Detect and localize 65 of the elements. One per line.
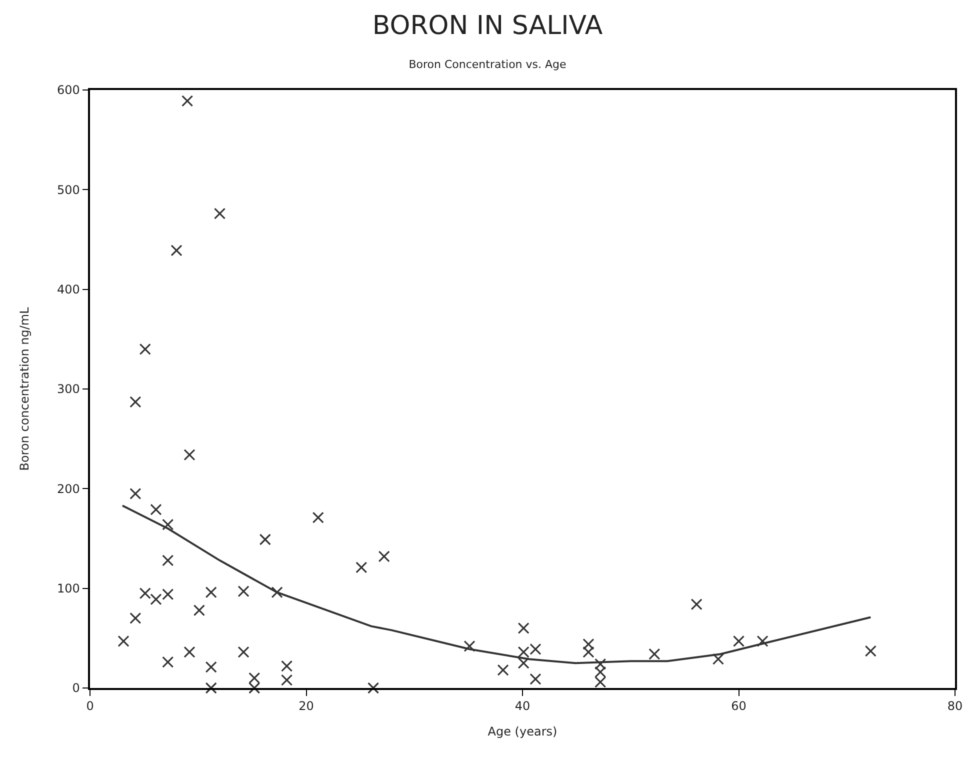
point [248,672,260,684]
point [182,95,194,107]
point [594,676,606,688]
point [205,682,217,694]
point [162,588,174,600]
x-tick-label: 0 [86,699,94,714]
point [280,660,293,672]
x-axis-title: Age (years) [488,724,558,739]
x-tick-label: 80 [947,699,963,714]
point [582,646,594,658]
point [378,550,390,562]
point [139,343,151,355]
point [756,635,768,647]
point [139,588,151,600]
point [238,646,250,658]
point [130,488,142,500]
x-tick-label: 20 [298,699,314,714]
point [356,562,368,574]
point [184,448,196,461]
point [205,661,217,673]
point [214,208,226,220]
point [582,638,594,650]
y-tick-label: 200 [56,482,80,496]
point [184,646,196,658]
point [150,504,162,516]
chart-subtitle: Boron Concentration vs. Age [408,58,567,71]
point [280,674,293,686]
point [170,244,182,256]
chart-title: BORON IN SALIVA [372,11,603,42]
point [648,648,660,660]
point [497,664,509,676]
x-tick-label: 60 [731,699,746,714]
point [594,666,606,678]
point [162,518,174,530]
point [518,657,530,669]
point [518,622,530,634]
y-axis-title: Boron concentration ng/mL [18,306,32,471]
point [248,682,260,694]
point [238,586,250,598]
point [864,645,876,657]
point [312,512,324,524]
y-tick-label: 100 [56,582,80,596]
y-tick-label: 0 [72,681,80,696]
point [162,554,174,566]
point [367,682,380,694]
point [732,635,745,647]
point [690,598,702,610]
point [712,653,724,665]
point [205,586,217,598]
point [193,604,206,616]
point [118,635,130,647]
point [530,673,542,685]
point [150,594,162,606]
y-tick-label: 400 [56,282,80,297]
point [130,396,142,408]
y-tick-label: 500 [56,182,80,197]
point [162,656,174,668]
x-tick-label: 40 [514,699,530,714]
y-tick-label: 600 [56,83,80,98]
y-tick-label: 300 [56,382,80,396]
point [464,640,476,652]
point [594,658,606,670]
point [259,534,271,546]
point [130,612,142,624]
point [271,586,283,598]
